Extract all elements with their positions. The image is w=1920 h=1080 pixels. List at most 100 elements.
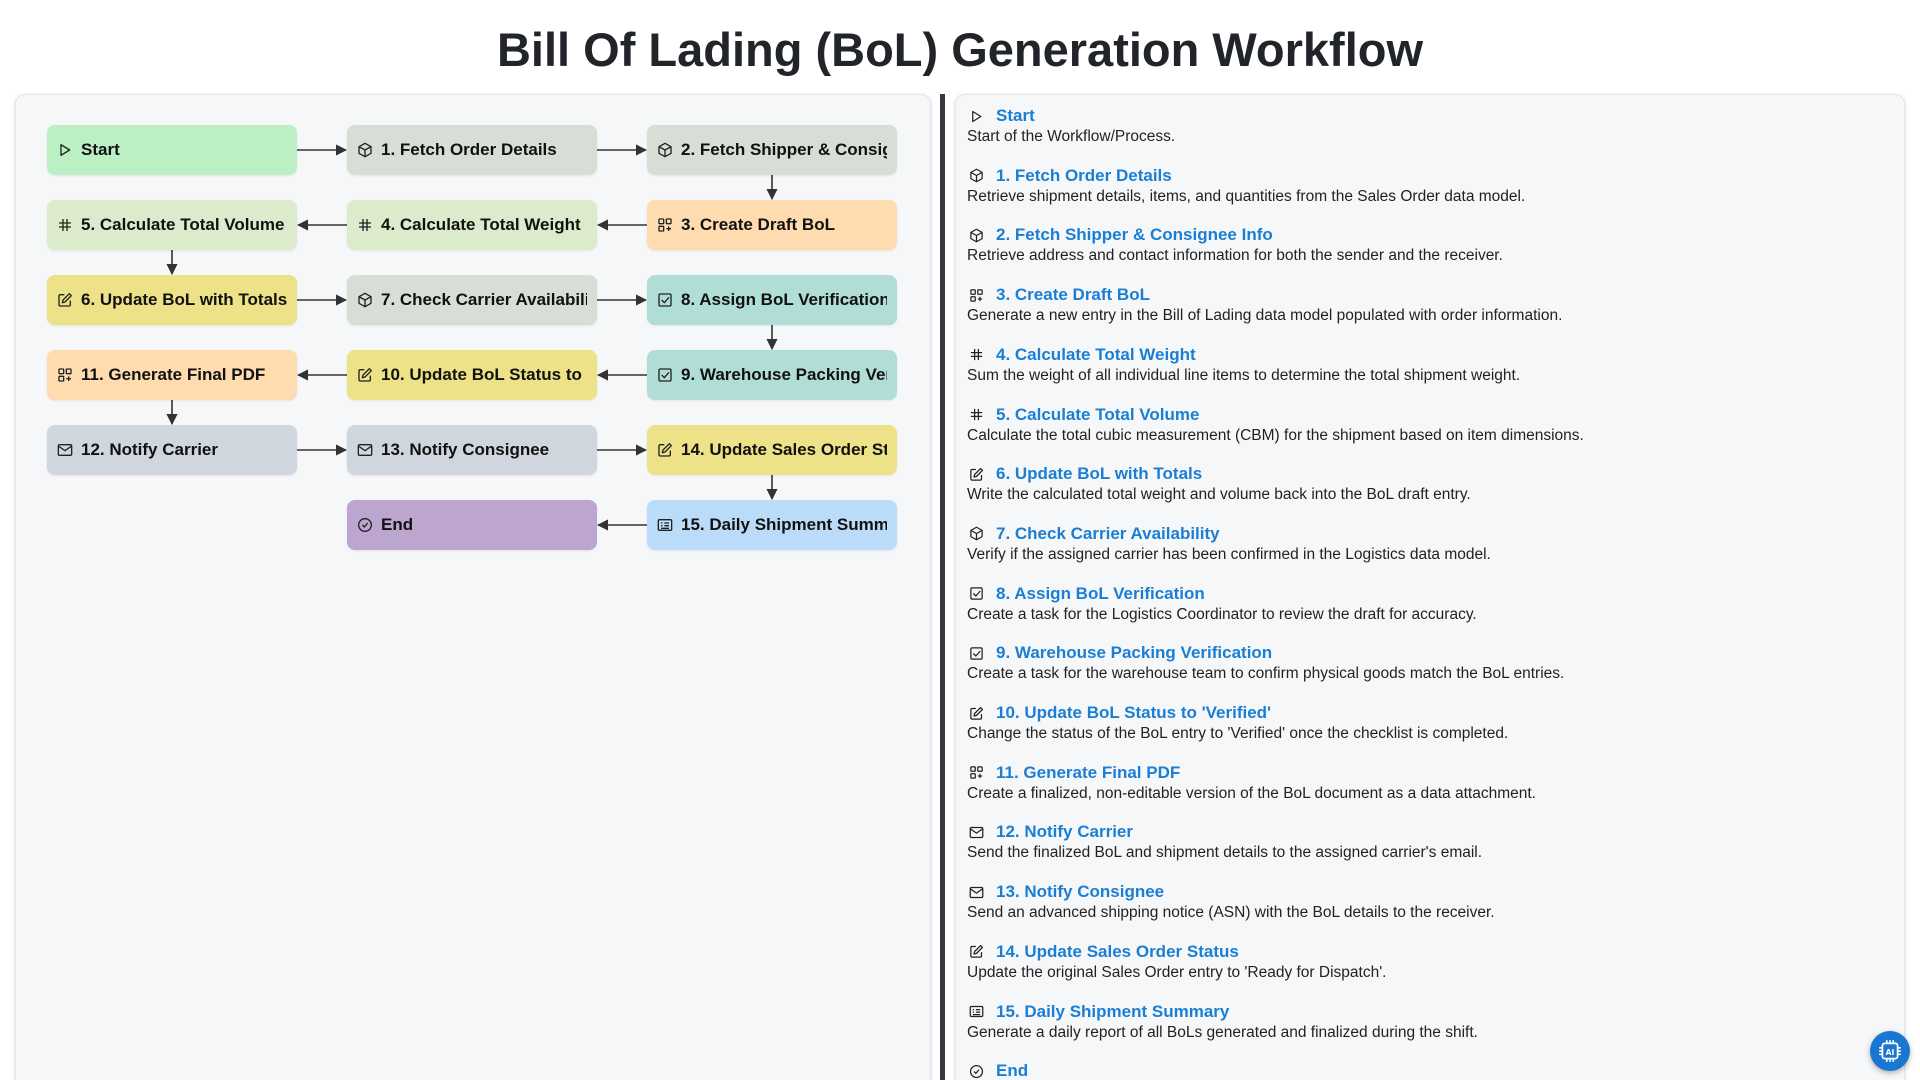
flow-node-label: 9. Warehouse Packing Verification xyxy=(681,365,887,384)
grid-plus-icon xyxy=(970,288,983,302)
flow-node-label: 4. Calculate Total Weight xyxy=(381,215,581,234)
description-title-link[interactable]: 3. Create Draft BoL xyxy=(996,285,1150,305)
description-item: 15. Daily Shipment Summary Generate a dai… xyxy=(967,1001,1867,1043)
flow-node-label: 15. Daily Shipment Summary xyxy=(681,515,887,534)
edit-icon xyxy=(358,368,372,382)
description-text: Calculate the total cubic measurement (C… xyxy=(967,426,1584,444)
description-text: Retrieve shipment details, items, and qu… xyxy=(967,187,1526,205)
description-text: Create a task for the warehouse team to … xyxy=(967,665,1565,683)
description-text: Retrieve address and contact information… xyxy=(967,247,1503,265)
grid-plus-icon xyxy=(658,218,672,232)
flow-node-s4[interactable]: 4. Calculate Total Weight xyxy=(347,200,597,250)
description-item: End xyxy=(967,1060,1867,1080)
description-title-link[interactable]: 2. Fetch Shipper & Consignee Info xyxy=(996,225,1273,245)
play-icon xyxy=(60,144,71,156)
description-title-link[interactable]: 8. Assign BoL Verification xyxy=(996,583,1205,603)
description-item: 10. Update BoL Status to 'Verified' Chang… xyxy=(967,702,1867,744)
flow-node-s8[interactable]: 8. Assign BoL Verification xyxy=(647,275,897,325)
description-title-link[interactable]: 10. Update BoL Status to 'Verified' xyxy=(996,703,1272,722)
flow-node-label: 10. Update BoL Status to 'Verified' xyxy=(381,365,587,384)
description-item: 14. Update Sales Order Status Update the … xyxy=(967,941,1867,983)
cube-icon xyxy=(970,168,983,183)
flow-node-label: End xyxy=(381,515,414,534)
svg-text:AI: AI xyxy=(1886,1048,1895,1057)
flow-node-s14[interactable]: 14. Update Sales Order Status xyxy=(647,425,897,475)
cube-icon xyxy=(358,292,372,308)
description-title-link[interactable]: 13. Notify Consignee xyxy=(996,882,1165,902)
description-item: 4. Calculate Total Weight Sum the weight … xyxy=(967,344,1867,386)
flow-node-label: 1. Fetch Order Details xyxy=(381,140,557,159)
description-item: 3. Create Draft BoL Generate a new entry … xyxy=(967,284,1867,326)
cube-icon xyxy=(970,527,983,541)
panel-divider[interactable] xyxy=(940,94,945,1080)
flow-node-s9[interactable]: 9. Warehouse Packing Verification xyxy=(647,350,897,400)
cube-icon xyxy=(358,142,372,158)
flow-node-label: 13. Notify Consignee xyxy=(381,440,550,459)
description-item: 8. Assign BoL Verification Create a task … xyxy=(967,583,1867,625)
description-text: Update the original Sales Order entry to… xyxy=(967,963,1387,981)
edit-icon xyxy=(970,945,984,959)
ai-chip-icon: AI xyxy=(1879,1040,1901,1062)
flow-node-s12[interactable]: 12. Notify Carrier xyxy=(47,425,297,475)
flow-node-label: 2. Fetch Shipper & Consignee Info xyxy=(681,140,887,159)
hash-icon xyxy=(970,349,983,361)
hash-icon xyxy=(59,219,71,231)
flow-node-s15[interactable]: 15. Daily Shipment Summary xyxy=(647,500,897,550)
description-title-link[interactable]: 7. Check Carrier Availability xyxy=(996,523,1220,543)
grid-plus-icon xyxy=(58,368,72,382)
page-title: Bill Of Lading (BoL) Generation Workflow xyxy=(496,23,1424,76)
flow-node-label: 11. Generate Final PDF xyxy=(81,365,266,384)
description-title-link[interactable]: 6. Update BoL with Totals xyxy=(996,464,1203,484)
description-panel xyxy=(955,94,1905,1080)
flow-node-s7[interactable]: 7. Check Carrier Availability xyxy=(347,275,597,325)
flow-node-s13[interactable]: 13. Notify Consignee xyxy=(347,425,597,475)
description-title-link[interactable]: End xyxy=(996,1061,1029,1080)
flow-node-s11[interactable]: 11. Generate Final PDF xyxy=(47,350,297,400)
description-text: Create a task for the Logistics Coordina… xyxy=(967,605,1477,623)
flow-node-end[interactable]: End xyxy=(347,500,597,550)
description-title-link[interactable]: 9. Warehouse Packing Verification xyxy=(996,643,1273,663)
description-title-link[interactable]: 5. Calculate Total Volume xyxy=(996,404,1200,424)
description-item: 12. Notify Carrier Send the finalized BoL… xyxy=(967,821,1867,863)
description-text: Create a finalized, non-editable version… xyxy=(967,784,1536,802)
description-text: Verify if the assigned carrier has been … xyxy=(967,545,1491,563)
description-text: Change the status of the BoL entry to 'V… xyxy=(967,725,1509,742)
description-title-link[interactable]: 11. Generate Final PDF xyxy=(996,762,1181,782)
flow-node-label: 7. Check Carrier Availability xyxy=(381,290,587,309)
checkbox-icon xyxy=(970,587,983,600)
edit-icon xyxy=(58,293,72,307)
ai-assistant-button[interactable]: AI xyxy=(1870,1031,1910,1071)
description-item: 2. Fetch Shipper & Consignee Info Retriev… xyxy=(967,224,1867,266)
report-icon xyxy=(969,1005,984,1018)
check-circle-icon xyxy=(969,1064,984,1078)
description-text: Send the finalized BoL and shipment deta… xyxy=(967,844,1483,862)
description-text: Sum the weight of all individual line it… xyxy=(967,366,1521,384)
description-title-link[interactable]: Start xyxy=(996,106,1035,125)
description-item: 7. Check Carrier Availability Verify if t… xyxy=(967,523,1867,565)
edit-icon xyxy=(970,467,984,481)
flow-node-label: 12. Notify Carrier xyxy=(81,440,218,459)
flow-node-label: 6. Update BoL with Totals xyxy=(81,290,287,309)
hash-icon xyxy=(359,219,371,231)
flow-node-s10[interactable]: 10. Update BoL Status to 'Verified' xyxy=(347,350,597,400)
flow-node-s5[interactable]: 5. Calculate Total Volume xyxy=(47,200,297,250)
description-item: 6. Update BoL with Totals Write the calcu… xyxy=(967,463,1867,505)
flow-node-s2[interactable]: 2. Fetch Shipper & Consignee Info xyxy=(647,125,897,175)
description-title-link[interactable]: 12. Notify Carrier xyxy=(996,822,1133,842)
description-item: 13. Notify Consignee Send an advanced shi… xyxy=(967,881,1867,923)
checkbox-icon xyxy=(658,368,672,382)
mail-icon xyxy=(969,826,984,839)
description-title-link[interactable]: 14. Update Sales Order Status xyxy=(996,941,1239,961)
description-title-link[interactable]: 4. Calculate Total Weight xyxy=(996,344,1196,364)
checkbox-icon xyxy=(658,293,672,307)
flow-node-s3[interactable]: 3. Create Draft BoL xyxy=(647,200,897,250)
cube-icon xyxy=(658,142,672,158)
description-text: Start of the Workflow/Process. xyxy=(967,128,1176,145)
flow-node-start[interactable]: Start xyxy=(47,125,297,175)
flow-node-s6[interactable]: 6. Update BoL with Totals xyxy=(47,275,297,325)
description-title-link[interactable]: 1. Fetch Order Details xyxy=(996,165,1172,185)
cube-icon xyxy=(970,228,983,243)
flow-node-s1[interactable]: 1. Fetch Order Details xyxy=(347,125,597,175)
flow-node-label: Start xyxy=(81,140,120,159)
description-title-link[interactable]: 15. Daily Shipment Summary xyxy=(996,1001,1230,1021)
